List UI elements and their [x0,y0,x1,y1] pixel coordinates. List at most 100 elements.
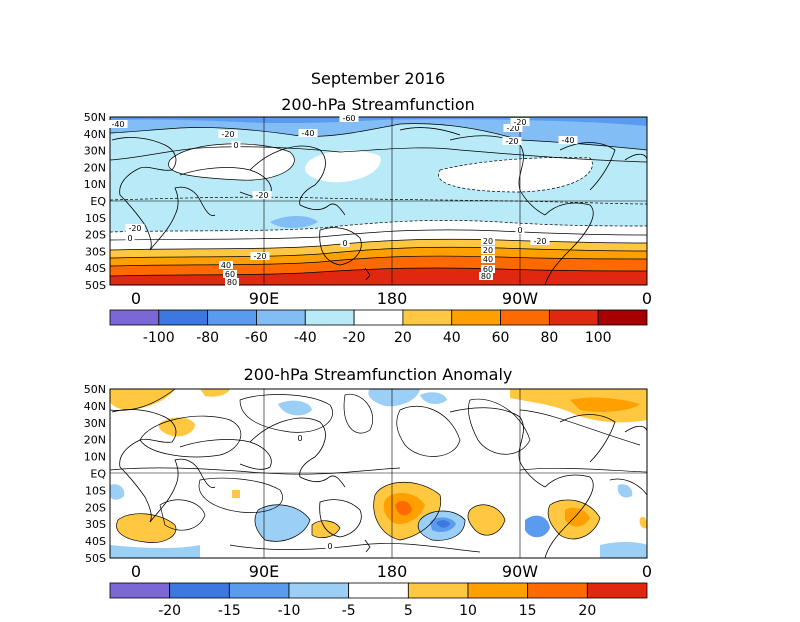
map1-contours [110,123,647,277]
map1-label-bg [125,224,145,232]
map1-contour-label: -20 [533,237,546,246]
map2-panel: 00 [109,388,648,559]
map1-contour-label: -40 [301,129,314,138]
map1-lat-axis: 50N 40N 30N 20N 10N EQ 10S 20S 30S 40S 50S [84,111,107,292]
map1-label-bg [218,130,238,138]
colorbar1-label: -100 [143,330,175,346]
map1-contour-label: -20 [505,137,518,146]
colorbar1-swatch [500,309,550,326]
map1-contour-label: -40 [111,120,124,129]
colorbar1-label: 100 [585,330,612,346]
map2-fill-anom-indian [254,504,310,542]
map1-lat-label: 20S [85,229,106,242]
colorbar1-swatch [256,309,306,326]
map2-lat-label: 50S [85,552,106,565]
colorbar1-label: 80 [540,330,558,346]
colorbar2-swatch [407,582,469,599]
map2-lat-label: 10S [85,484,106,497]
map2-fill-anom-pacific2 [420,392,447,405]
map2-lon-label: 90E [249,562,279,581]
map1-contour-label: -40 [561,136,574,145]
map1-fill-asia-high [168,143,295,181]
colorbar2-label: -5 [342,603,356,618]
map1-lat-label: 20N [84,161,106,174]
map1-label-bg [503,124,523,132]
map2-lat-label: 30S [85,518,106,531]
colorbar2-swatch [467,582,529,599]
map1-contour-label: 0 [517,226,522,235]
map2-fill-anom-east [467,504,505,536]
map2-contour-label: 0 [297,434,302,443]
map2-fill-anom-satl2 [565,507,590,527]
map2-lat-label: 20S [85,501,106,514]
map1-label-bg [515,226,525,234]
colorbar1-label: -40 [294,330,317,346]
map1-lon-label: 90E [249,289,279,308]
map1-contour-label: 0 [342,239,347,248]
map1-contour-label: -20 [128,224,141,233]
colorbar1-swatch [353,309,404,326]
colorbar1-label: 60 [492,330,510,346]
colorbar1-label: -60 [245,330,268,346]
map2-fill-anom-spot [232,490,240,498]
map1-label-bg [252,191,272,199]
map2-lon-label: 180 [377,562,408,581]
map1-contour-label: 20 [483,237,493,246]
colorbar2-swatch [288,582,350,599]
map1-coastlines [111,127,647,285]
map2-lat-label: EQ [90,468,106,481]
map1-label-bg [340,239,350,247]
map1-fill-neg40-south [270,216,318,228]
map1-lon-label: 0 [131,289,141,308]
map1-contour-label: 40 [483,255,493,264]
map2-title: 200-hPa Streamfunction Anomaly [244,365,513,384]
map1-lat-label: EQ [90,195,106,208]
map1-label-bg [339,114,359,122]
map1-fill-pacific-high [305,150,381,183]
colorbar1: -100 -80 -60 -40 -20 20 40 60 80 100 [109,309,648,346]
map2-lat-label: 50N [84,383,106,396]
map2-fill-anom-low3 [436,520,450,528]
map1-label-bg [481,255,495,263]
colorbar1-swatch [548,309,599,326]
map1-contour-label: -60 [342,114,355,123]
colorbar1-label: -80 [196,330,219,346]
colorbar1-label: -20 [343,330,366,346]
colorbar2-label: -15 [218,603,241,618]
map1-lat-label: 40S [85,262,106,275]
map1-label-bg [502,137,522,145]
map2-contour-labels: 00 [295,434,335,551]
colorbar2: -20 -15 -10 -5 5 10 15 20 [109,582,648,619]
map2-lon-label: 0 [642,562,652,581]
map2-fill-anom-south [110,545,200,558]
map1-label-bg [481,265,495,273]
map1-fill-pos80 [110,268,647,285]
map1-lat-label: 40N [84,128,106,141]
map1-lat-label: 50S [85,279,106,292]
map1-label-bg [231,141,241,149]
map1-lon-label: 90W [502,289,538,308]
colorbar2-label: 5 [404,603,413,618]
colorbar1-swatch [109,309,160,326]
map1-label-bg [219,261,233,269]
map2-fill-anom-ne2 [570,397,640,412]
map1-contour-label: -20 [513,118,526,127]
map2-fill-anom-nw [110,389,175,410]
colorbar2-label: 20 [578,603,596,618]
map2-fill-anom-asia [278,400,312,416]
map1-contour-label: 80 [481,272,491,281]
map1-label-bg [558,136,578,144]
map2-fill-anom-pacific [368,389,420,407]
map1-frame [109,116,648,286]
map1-label-bg [298,129,318,137]
map1-contour-label: 40 [221,261,231,270]
map1-contour-label: 0 [233,141,238,150]
map1-contour-label: 60 [483,265,493,274]
map1-lon-label: 0 [642,289,652,308]
map1-label-bg [250,252,270,260]
map2-fill-anom-samer [525,515,550,538]
map1-contour-label: 60 [225,270,235,279]
